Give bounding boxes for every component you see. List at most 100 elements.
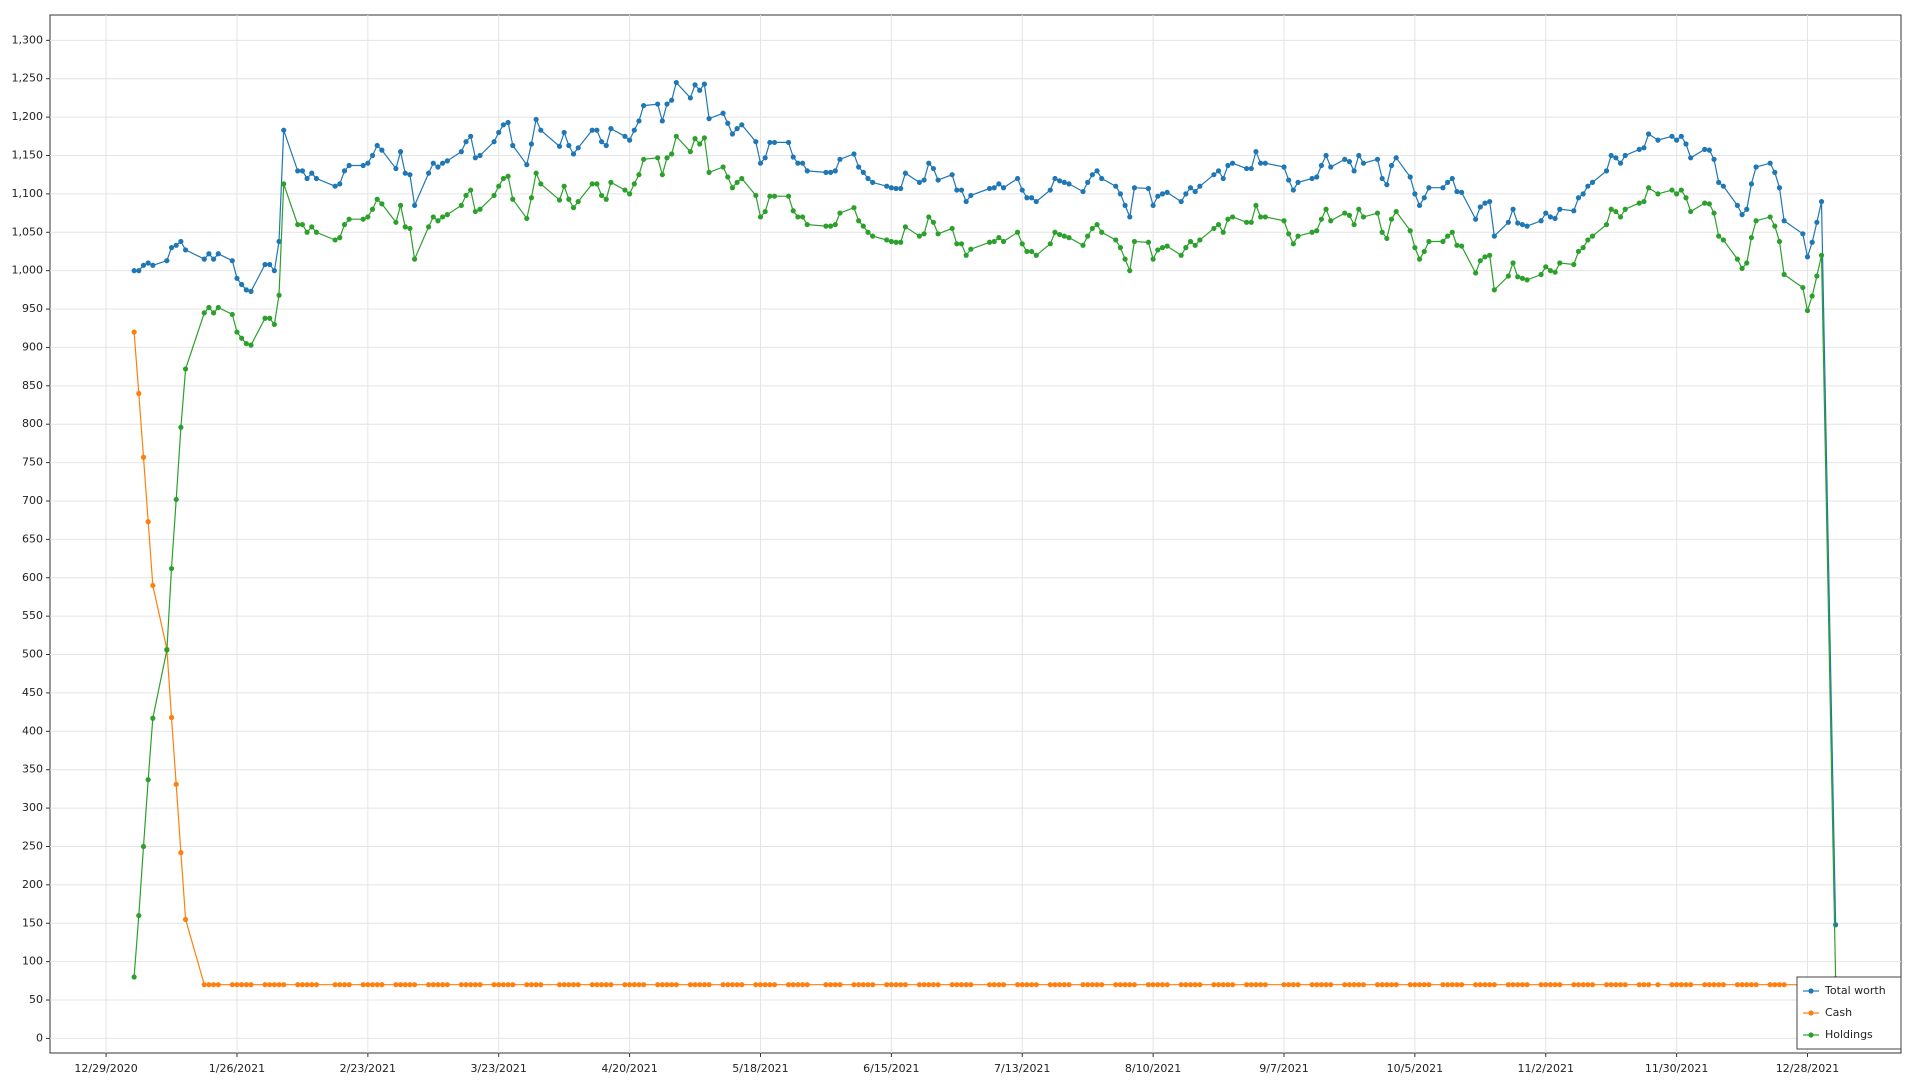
- point: [594, 127, 600, 133]
- point: [477, 152, 483, 159]
- point: [673, 982, 679, 988]
- point: [1720, 237, 1726, 243]
- point: [1295, 233, 1301, 239]
- point: [1150, 256, 1156, 262]
- point: [1720, 982, 1726, 988]
- point: [1678, 187, 1684, 193]
- point: [884, 183, 890, 189]
- point: [1183, 245, 1189, 251]
- point: [538, 127, 544, 133]
- point: [1416, 202, 1423, 209]
- point: [1767, 160, 1773, 166]
- point: [641, 102, 647, 109]
- point: [426, 982, 432, 988]
- point: [496, 183, 502, 189]
- point: [435, 218, 441, 224]
- point: [720, 164, 726, 170]
- point: [215, 251, 221, 257]
- point: [533, 170, 539, 176]
- point: [935, 177, 941, 183]
- point: [1683, 141, 1689, 147]
- point: [1617, 160, 1624, 166]
- point: [870, 179, 876, 185]
- point: [1384, 982, 1390, 988]
- point: [701, 135, 707, 141]
- point: [627, 191, 633, 197]
- point: [402, 982, 408, 988]
- point: [491, 192, 497, 199]
- point: [379, 147, 385, 153]
- point: [1215, 168, 1222, 174]
- point: [734, 126, 740, 132]
- point: [1192, 982, 1198, 988]
- y-tick-label: 600: [22, 571, 43, 584]
- x-tick-label: 5/18/2021: [732, 1062, 788, 1075]
- point: [1688, 208, 1694, 215]
- point: [496, 982, 502, 988]
- y-tick-label: 0: [36, 1031, 43, 1044]
- point: [1281, 164, 1287, 170]
- point: [1342, 156, 1348, 162]
- point: [1253, 149, 1259, 155]
- point: [1776, 185, 1783, 191]
- y-tick-label: 850: [22, 379, 43, 392]
- point: [1374, 156, 1381, 162]
- point: [1197, 183, 1203, 189]
- point: [1589, 179, 1596, 185]
- point: [1113, 982, 1119, 988]
- point: [697, 982, 703, 988]
- point: [622, 187, 628, 193]
- point: [1580, 982, 1586, 988]
- point: [921, 231, 927, 237]
- point: [1028, 982, 1035, 988]
- point: [131, 268, 137, 274]
- point: [664, 982, 670, 988]
- point: [1178, 198, 1184, 205]
- point: [341, 982, 348, 988]
- point: [1776, 982, 1783, 988]
- point: [556, 197, 563, 203]
- point: [1613, 208, 1619, 215]
- point: [1669, 982, 1675, 988]
- point: [1645, 185, 1652, 191]
- point: [762, 208, 768, 215]
- point: [1487, 252, 1493, 258]
- point: [1066, 982, 1072, 988]
- point: [505, 982, 511, 988]
- point: [1683, 195, 1689, 201]
- point: [1473, 216, 1479, 222]
- point: [706, 116, 712, 122]
- point: [1342, 982, 1348, 988]
- point: [239, 982, 245, 988]
- point: [739, 122, 745, 128]
- point: [1215, 221, 1222, 228]
- point: [1444, 982, 1451, 988]
- point: [603, 142, 609, 149]
- point: [229, 311, 235, 318]
- point: [1655, 137, 1661, 143]
- point: [1286, 982, 1292, 988]
- point: [136, 268, 142, 274]
- point: [1426, 185, 1432, 191]
- point: [313, 175, 320, 182]
- y-tick-label: 1,100: [12, 187, 44, 200]
- point: [804, 221, 810, 228]
- point: [669, 982, 675, 988]
- point: [1571, 208, 1577, 214]
- point: [1384, 182, 1390, 188]
- point: [379, 201, 385, 207]
- point: [1482, 200, 1488, 206]
- point: [1318, 216, 1324, 222]
- x-tick-label: 7/13/2021: [994, 1062, 1050, 1075]
- point: [589, 181, 595, 187]
- point: [566, 142, 572, 149]
- point: [991, 238, 997, 245]
- point: [575, 982, 581, 988]
- point: [1809, 293, 1815, 299]
- point: [430, 160, 436, 166]
- point: [636, 118, 642, 124]
- point: [337, 181, 343, 187]
- point: [239, 281, 245, 288]
- point: [1459, 243, 1465, 249]
